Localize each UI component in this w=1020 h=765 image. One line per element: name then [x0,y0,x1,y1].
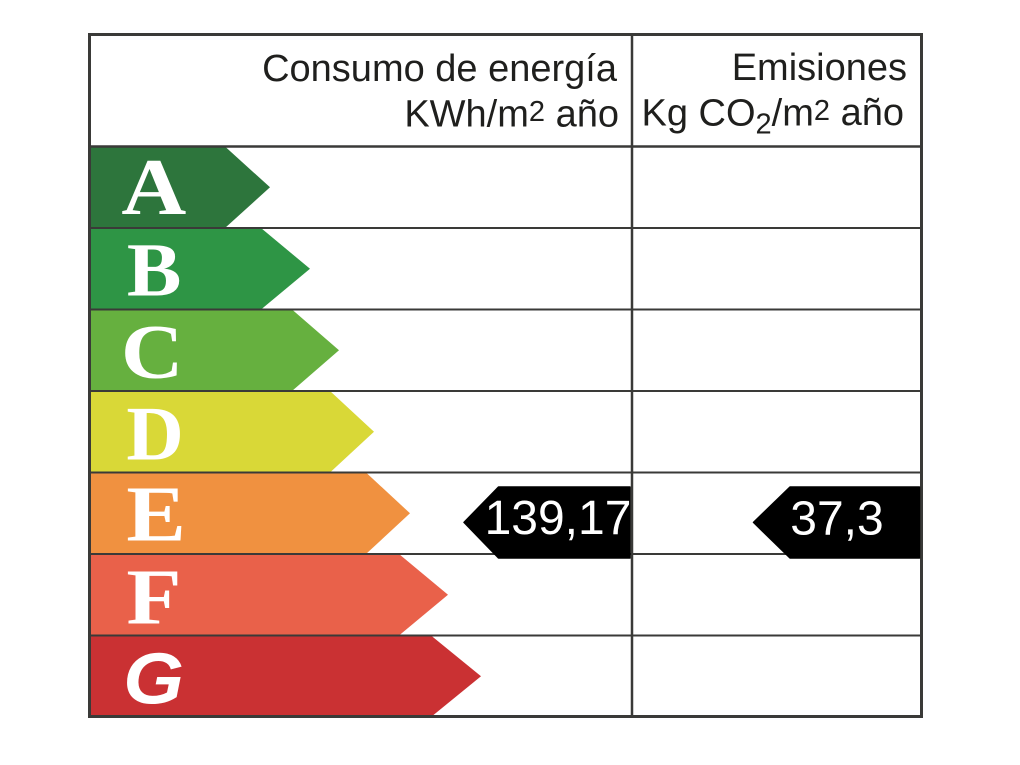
svg-text:A: A [121,144,186,232]
svg-text:G: G [123,639,184,719]
svg-text:D: D [126,390,183,476]
svg-text:E: E [126,470,185,558]
svg-text:F: F [126,554,181,642]
svg-text:Consumo de energía: Consumo de energía [262,48,618,90]
svg-text:C: C [121,308,183,394]
svg-text:37,3: 37,3 [790,493,883,546]
svg-text:Kg CO2/m2 año: Kg CO2/m2 año [641,92,904,141]
svg-text:B: B [127,228,182,312]
svg-text:139,17: 139,17 [485,492,632,545]
svg-text:Emisiones: Emisiones [732,47,907,89]
svg-text:KWh/m2 año: KWh/m2 año [404,94,619,136]
